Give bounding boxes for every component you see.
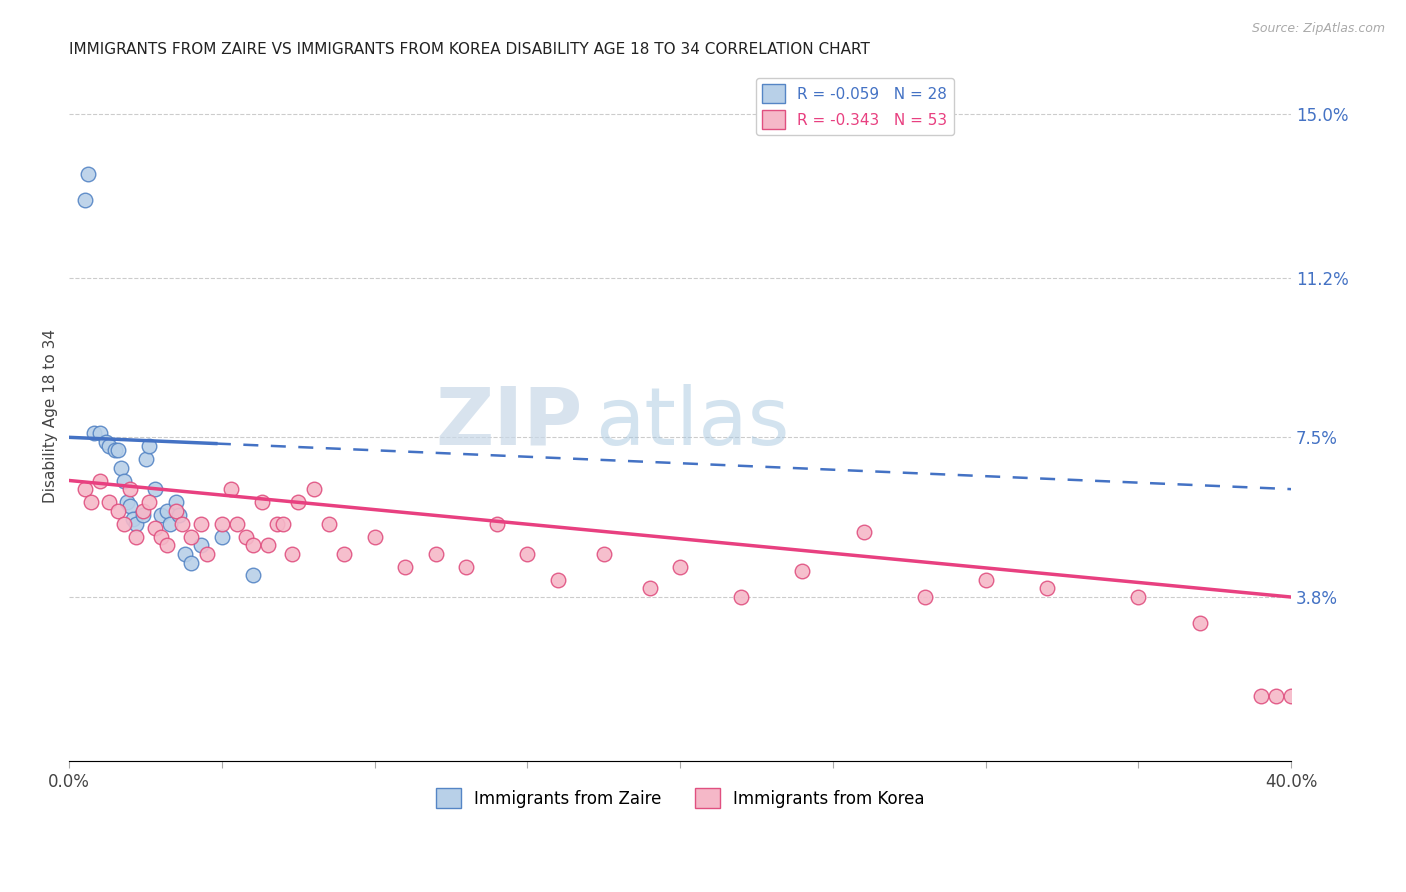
Point: [149, 530, 172, 544]
Point: [256, 538, 278, 552]
Point: [117, 495, 139, 509]
Point: [149, 508, 172, 522]
Point: [1279, 690, 1302, 704]
Point: [135, 451, 157, 466]
Point: [302, 482, 325, 496]
Point: [172, 516, 194, 531]
Point: [190, 516, 212, 531]
Point: [131, 504, 153, 518]
Point: [73, 193, 96, 207]
Point: [211, 530, 233, 544]
Point: [138, 495, 160, 509]
Point: [112, 474, 135, 488]
Point: [112, 516, 135, 531]
Point: [156, 504, 179, 518]
Point: [79, 495, 101, 509]
Text: atlas: atlas: [595, 384, 789, 462]
Point: [250, 495, 273, 509]
Point: [138, 439, 160, 453]
Point: [180, 556, 202, 570]
Text: Source: ZipAtlas.com: Source: ZipAtlas.com: [1251, 22, 1385, 36]
Point: [125, 530, 148, 544]
Point: [159, 516, 181, 531]
Point: [165, 504, 187, 518]
Point: [165, 495, 187, 509]
Point: [364, 530, 387, 544]
Point: [97, 495, 120, 509]
Point: [131, 508, 153, 522]
Point: [120, 482, 142, 496]
Point: [974, 573, 997, 587]
Point: [1188, 615, 1211, 630]
Point: [174, 547, 197, 561]
Point: [97, 439, 120, 453]
Point: [89, 425, 111, 440]
Point: [1250, 690, 1272, 704]
Legend: Immigrants from Zaire, Immigrants from Korea: Immigrants from Zaire, Immigrants from K…: [429, 781, 931, 815]
Point: [287, 495, 309, 509]
Point: [76, 167, 98, 181]
Point: [592, 547, 614, 561]
Point: [104, 443, 127, 458]
Text: IMMIGRANTS FROM ZAIRE VS IMMIGRANTS FROM KOREA DISABILITY AGE 18 TO 34 CORRELATI: IMMIGRANTS FROM ZAIRE VS IMMIGRANTS FROM…: [69, 42, 870, 57]
Point: [235, 530, 257, 544]
Point: [107, 443, 129, 458]
Point: [180, 530, 202, 544]
Point: [318, 516, 340, 531]
Point: [195, 547, 218, 561]
Point: [669, 559, 692, 574]
Text: ZIP: ZIP: [436, 384, 582, 462]
Point: [266, 516, 288, 531]
Point: [211, 516, 233, 531]
Point: [516, 547, 538, 561]
Point: [190, 538, 212, 552]
Point: [547, 573, 569, 587]
Point: [219, 482, 242, 496]
Point: [122, 512, 145, 526]
Point: [226, 516, 249, 531]
Point: [914, 590, 936, 604]
Point: [242, 538, 264, 552]
Point: [143, 482, 166, 496]
Point: [110, 460, 132, 475]
Point: [120, 500, 142, 514]
Point: [394, 559, 416, 574]
Point: [456, 559, 478, 574]
Point: [730, 590, 752, 604]
Point: [852, 525, 875, 540]
Point: [73, 482, 96, 496]
Point: [333, 547, 356, 561]
Point: [89, 474, 111, 488]
Point: [125, 516, 148, 531]
Point: [1036, 582, 1059, 596]
Point: [792, 564, 814, 578]
Point: [242, 568, 264, 582]
Y-axis label: Disability Age 18 to 34: Disability Age 18 to 34: [44, 329, 58, 503]
Point: [271, 516, 294, 531]
Point: [1128, 590, 1150, 604]
Point: [143, 521, 166, 535]
Point: [83, 425, 105, 440]
Point: [167, 508, 190, 522]
Point: [156, 538, 179, 552]
Point: [94, 434, 117, 449]
Point: [281, 547, 304, 561]
Point: [485, 516, 508, 531]
Point: [425, 547, 447, 561]
Point: [1264, 690, 1286, 704]
Point: [638, 582, 661, 596]
Point: [107, 504, 129, 518]
